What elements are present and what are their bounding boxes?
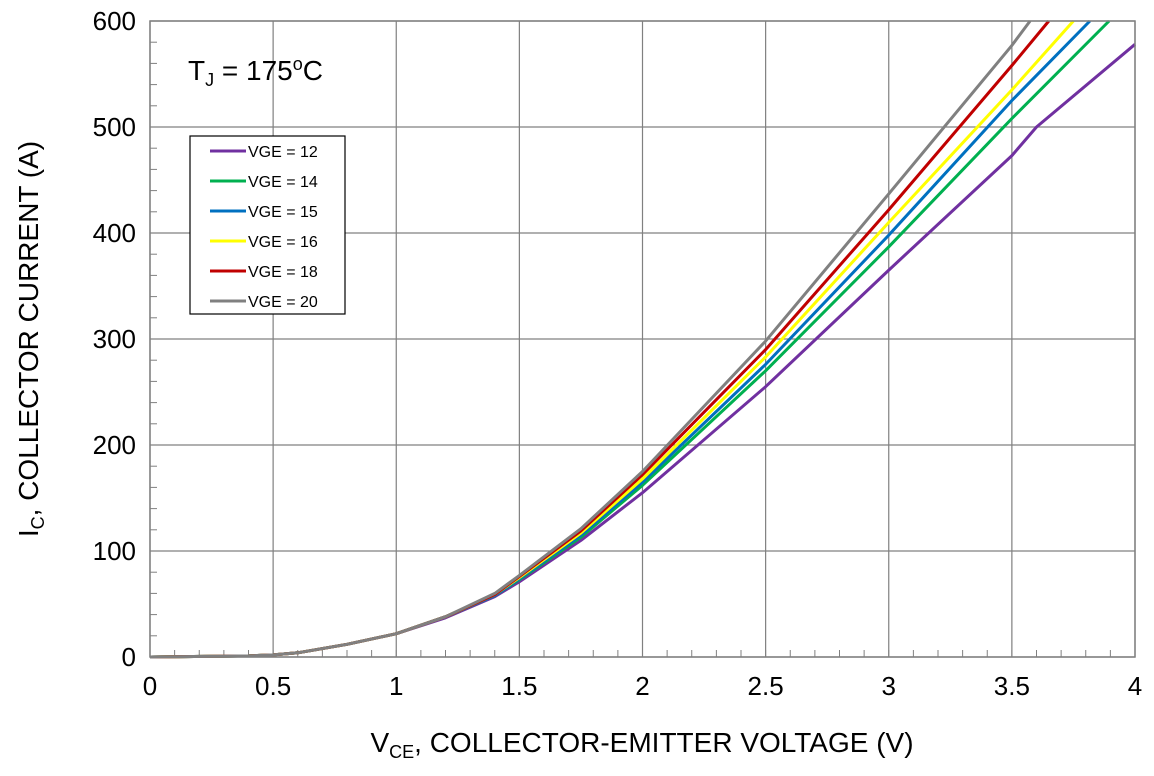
series-lines <box>149 19 1136 659</box>
x-tick-labels: 0 0.5 1 1.5 2 2.5 3 3.5 4 <box>143 671 1142 701</box>
y-tick-label: 200 <box>93 430 136 460</box>
x-tick-label: 0 <box>143 671 157 701</box>
y-tick-labels: 0 100 200 300 400 500 600 <box>93 6 136 672</box>
plot-frame <box>149 20 1136 658</box>
x-tick-label: 4 <box>1128 671 1142 701</box>
x-axis-label: VCE, COLLECTOR-EMITTER VOLTAGE (V) <box>370 727 913 762</box>
x-tick-label: 3 <box>882 671 896 701</box>
y-tick-label: 0 <box>122 642 136 672</box>
x-tick-label: 2.5 <box>748 671 784 701</box>
y-tick-label: 500 <box>93 112 136 142</box>
x-tick-label: 1.5 <box>501 671 537 701</box>
legend-label: VGE = 15 <box>248 204 318 221</box>
x-tick-label: 2 <box>635 671 649 701</box>
y-tick-label: 400 <box>93 218 136 248</box>
x-tick-label: 3.5 <box>994 671 1030 701</box>
legend-box <box>189 135 346 315</box>
legend-label: VGE = 16 <box>248 234 318 251</box>
legend: VGE = 12 VGE = 14 VGE = 15 VGE = 16 VGE = 18… <box>189 135 346 315</box>
y-axis-label: IC, COLLECTOR CURRENT (A) <box>13 141 48 537</box>
y-tick-label: 300 <box>93 324 136 354</box>
legend-label: VGE = 14 <box>248 174 318 191</box>
x-tick-label: 1 <box>389 671 403 701</box>
y-tick-label: 600 <box>93 6 136 36</box>
x-tick-label: 0.5 <box>255 671 291 701</box>
temperature-annotation: TJ = 175oC <box>188 54 323 90</box>
minor-ticks <box>149 20 1136 658</box>
legend-label: VGE = 18 <box>248 264 318 281</box>
y-tick-label: 100 <box>93 536 136 566</box>
legend-label: VGE = 12 <box>248 144 318 161</box>
legend-label: VGE = 20 <box>248 294 318 311</box>
series-line-vge-20 <box>149 20 1032 659</box>
